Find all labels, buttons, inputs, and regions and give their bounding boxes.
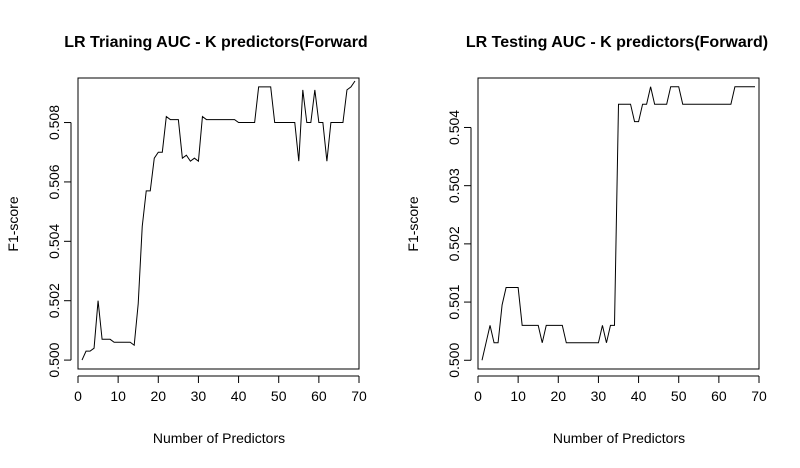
- x-tick-label: 50: [271, 388, 287, 404]
- x-tick-label: 40: [631, 388, 647, 404]
- chart-title: LR Trianing AUC - K predictors(Forward: [64, 34, 367, 51]
- y-tick-label: 0.503: [446, 168, 462, 203]
- plot-frame: [477, 77, 760, 370]
- x-tick-label: 50: [671, 388, 687, 404]
- y-axis-label: F1-score: [405, 196, 421, 251]
- y-tick-label: 0.506: [46, 164, 62, 199]
- series-group: [81, 80, 356, 361]
- x-tick-label: 10: [510, 388, 526, 404]
- x-tick-label: 20: [550, 388, 566, 404]
- y-tick-label: 0.501: [446, 284, 462, 319]
- x-tick-label: 60: [311, 388, 327, 404]
- x-tick-label: 70: [751, 388, 767, 404]
- plot-frame: [77, 77, 360, 370]
- x-tick-label: 20: [150, 388, 166, 404]
- x-axis: 0 10 20 30 40 50 60 70: [74, 375, 367, 404]
- x-tick-label: 60: [711, 388, 727, 404]
- x-axis: 0 10 20 30 40 50 60 70: [474, 375, 767, 404]
- series-line: [481, 86, 755, 361]
- series-group: [481, 86, 755, 361]
- y-tick-label: 0.502: [446, 226, 462, 261]
- y-tick-label: 0.502: [46, 283, 62, 318]
- y-axis-label: F1-score: [5, 196, 21, 251]
- x-tick-label: 30: [191, 388, 207, 404]
- testing-auc-panel: LR Testing AUC - K predictors(Forward) N…: [405, 34, 768, 446]
- x-tick-label: 0: [474, 388, 482, 404]
- x-tick-label: 0: [74, 388, 82, 404]
- x-tick-label: 10: [110, 388, 126, 404]
- x-axis-label: Number of Predictors: [153, 430, 285, 446]
- y-tick-label: 0.500: [446, 343, 462, 378]
- x-axis-label: Number of Predictors: [553, 430, 685, 446]
- y-tick-label: 0.504: [446, 110, 462, 145]
- x-tick-label: 70: [351, 388, 367, 404]
- series-line: [81, 80, 356, 361]
- y-tick-label: 0.500: [46, 342, 62, 377]
- chart-title: LR Testing AUC - K predictors(Forward): [466, 34, 768, 51]
- y-tick-label: 0.508: [46, 105, 62, 140]
- training-auc-panel: LR Trianing AUC - K predictors(Forward N…: [5, 34, 368, 446]
- x-tick-label: 40: [231, 388, 247, 404]
- y-axis: 0.500 0.502 0.504 0.506 0.508: [46, 105, 72, 378]
- y-tick-label: 0.504: [46, 224, 62, 259]
- x-tick-label: 30: [591, 388, 607, 404]
- y-axis: 0.500 0.501 0.502 0.503 0.504: [446, 110, 472, 378]
